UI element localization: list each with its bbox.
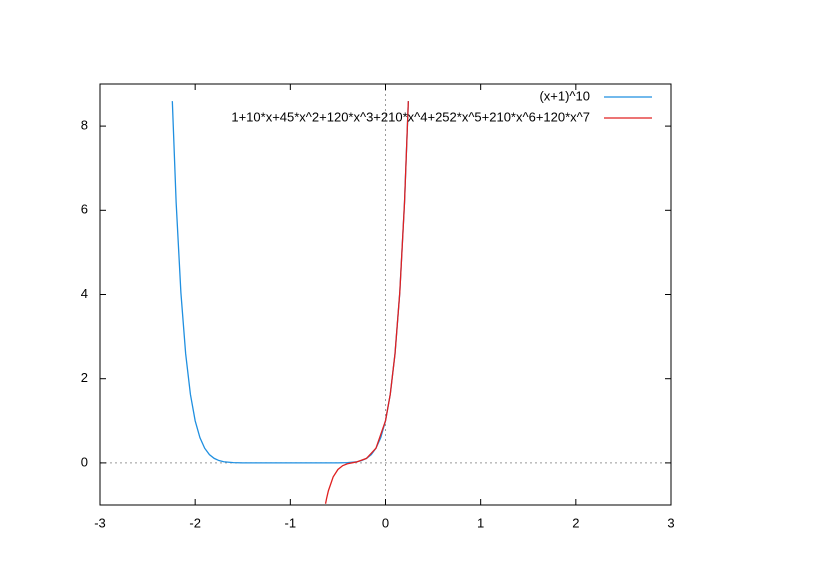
x-tick-label: 0 [382,515,389,530]
x-tick-label: -1 [285,515,297,530]
y-tick-label: 8 [81,118,88,133]
x-tick-label: -3 [94,515,106,530]
y-tick-label: 6 [81,202,88,217]
y-tick-label: 0 [81,454,88,469]
legend-label: 1+10*x+45*x^2+120*x^3+210*x^4+252*x^5+21… [231,109,590,124]
x-tick-label: 1 [477,515,484,530]
y-tick-label: 4 [81,286,88,301]
x-tick-label: 2 [572,515,579,530]
legend-label: (x+1)^10 [539,88,590,103]
y-tick-label: 2 [81,370,88,385]
series-line [324,101,409,504]
x-tick-label: 3 [667,515,674,530]
x-tick-label: -2 [189,515,201,530]
series-line [171,101,409,464]
